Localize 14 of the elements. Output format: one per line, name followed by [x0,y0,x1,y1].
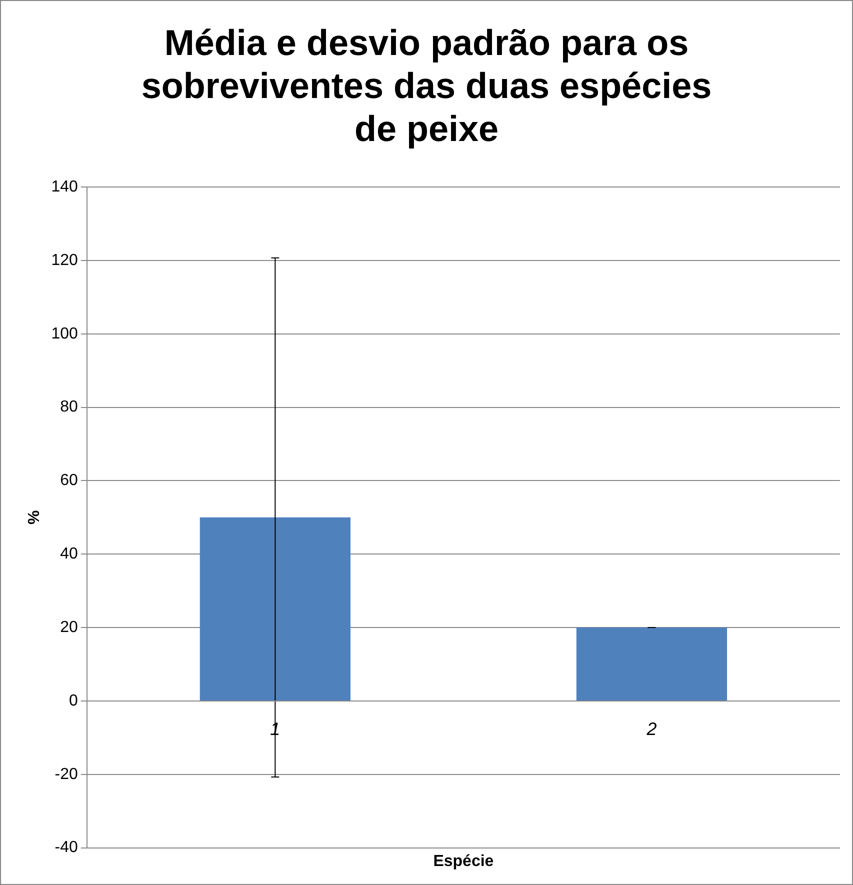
y-tick-label: 80 [60,398,78,416]
y-axis-title: % [26,510,44,525]
y-tick-label: 60 [60,472,78,490]
x-axis-title: Espécie [433,852,494,870]
y-tick-label: 120 [51,252,78,269]
y-tick-label: 0 [68,692,78,710]
y-tick-label: 100 [51,325,78,342]
y-tick-label: 40 [60,546,78,563]
y-tick-label: -40 [54,839,78,856]
y-tick-label: 140 [51,178,78,196]
x-tick-label: 2 [646,718,657,739]
chart-title: Média e desvio padrão para os sobreviventes das duas espécies de peixe [140,21,713,150]
y-tick-label: 20 [60,618,78,636]
y-tick-label: -20 [54,766,78,783]
